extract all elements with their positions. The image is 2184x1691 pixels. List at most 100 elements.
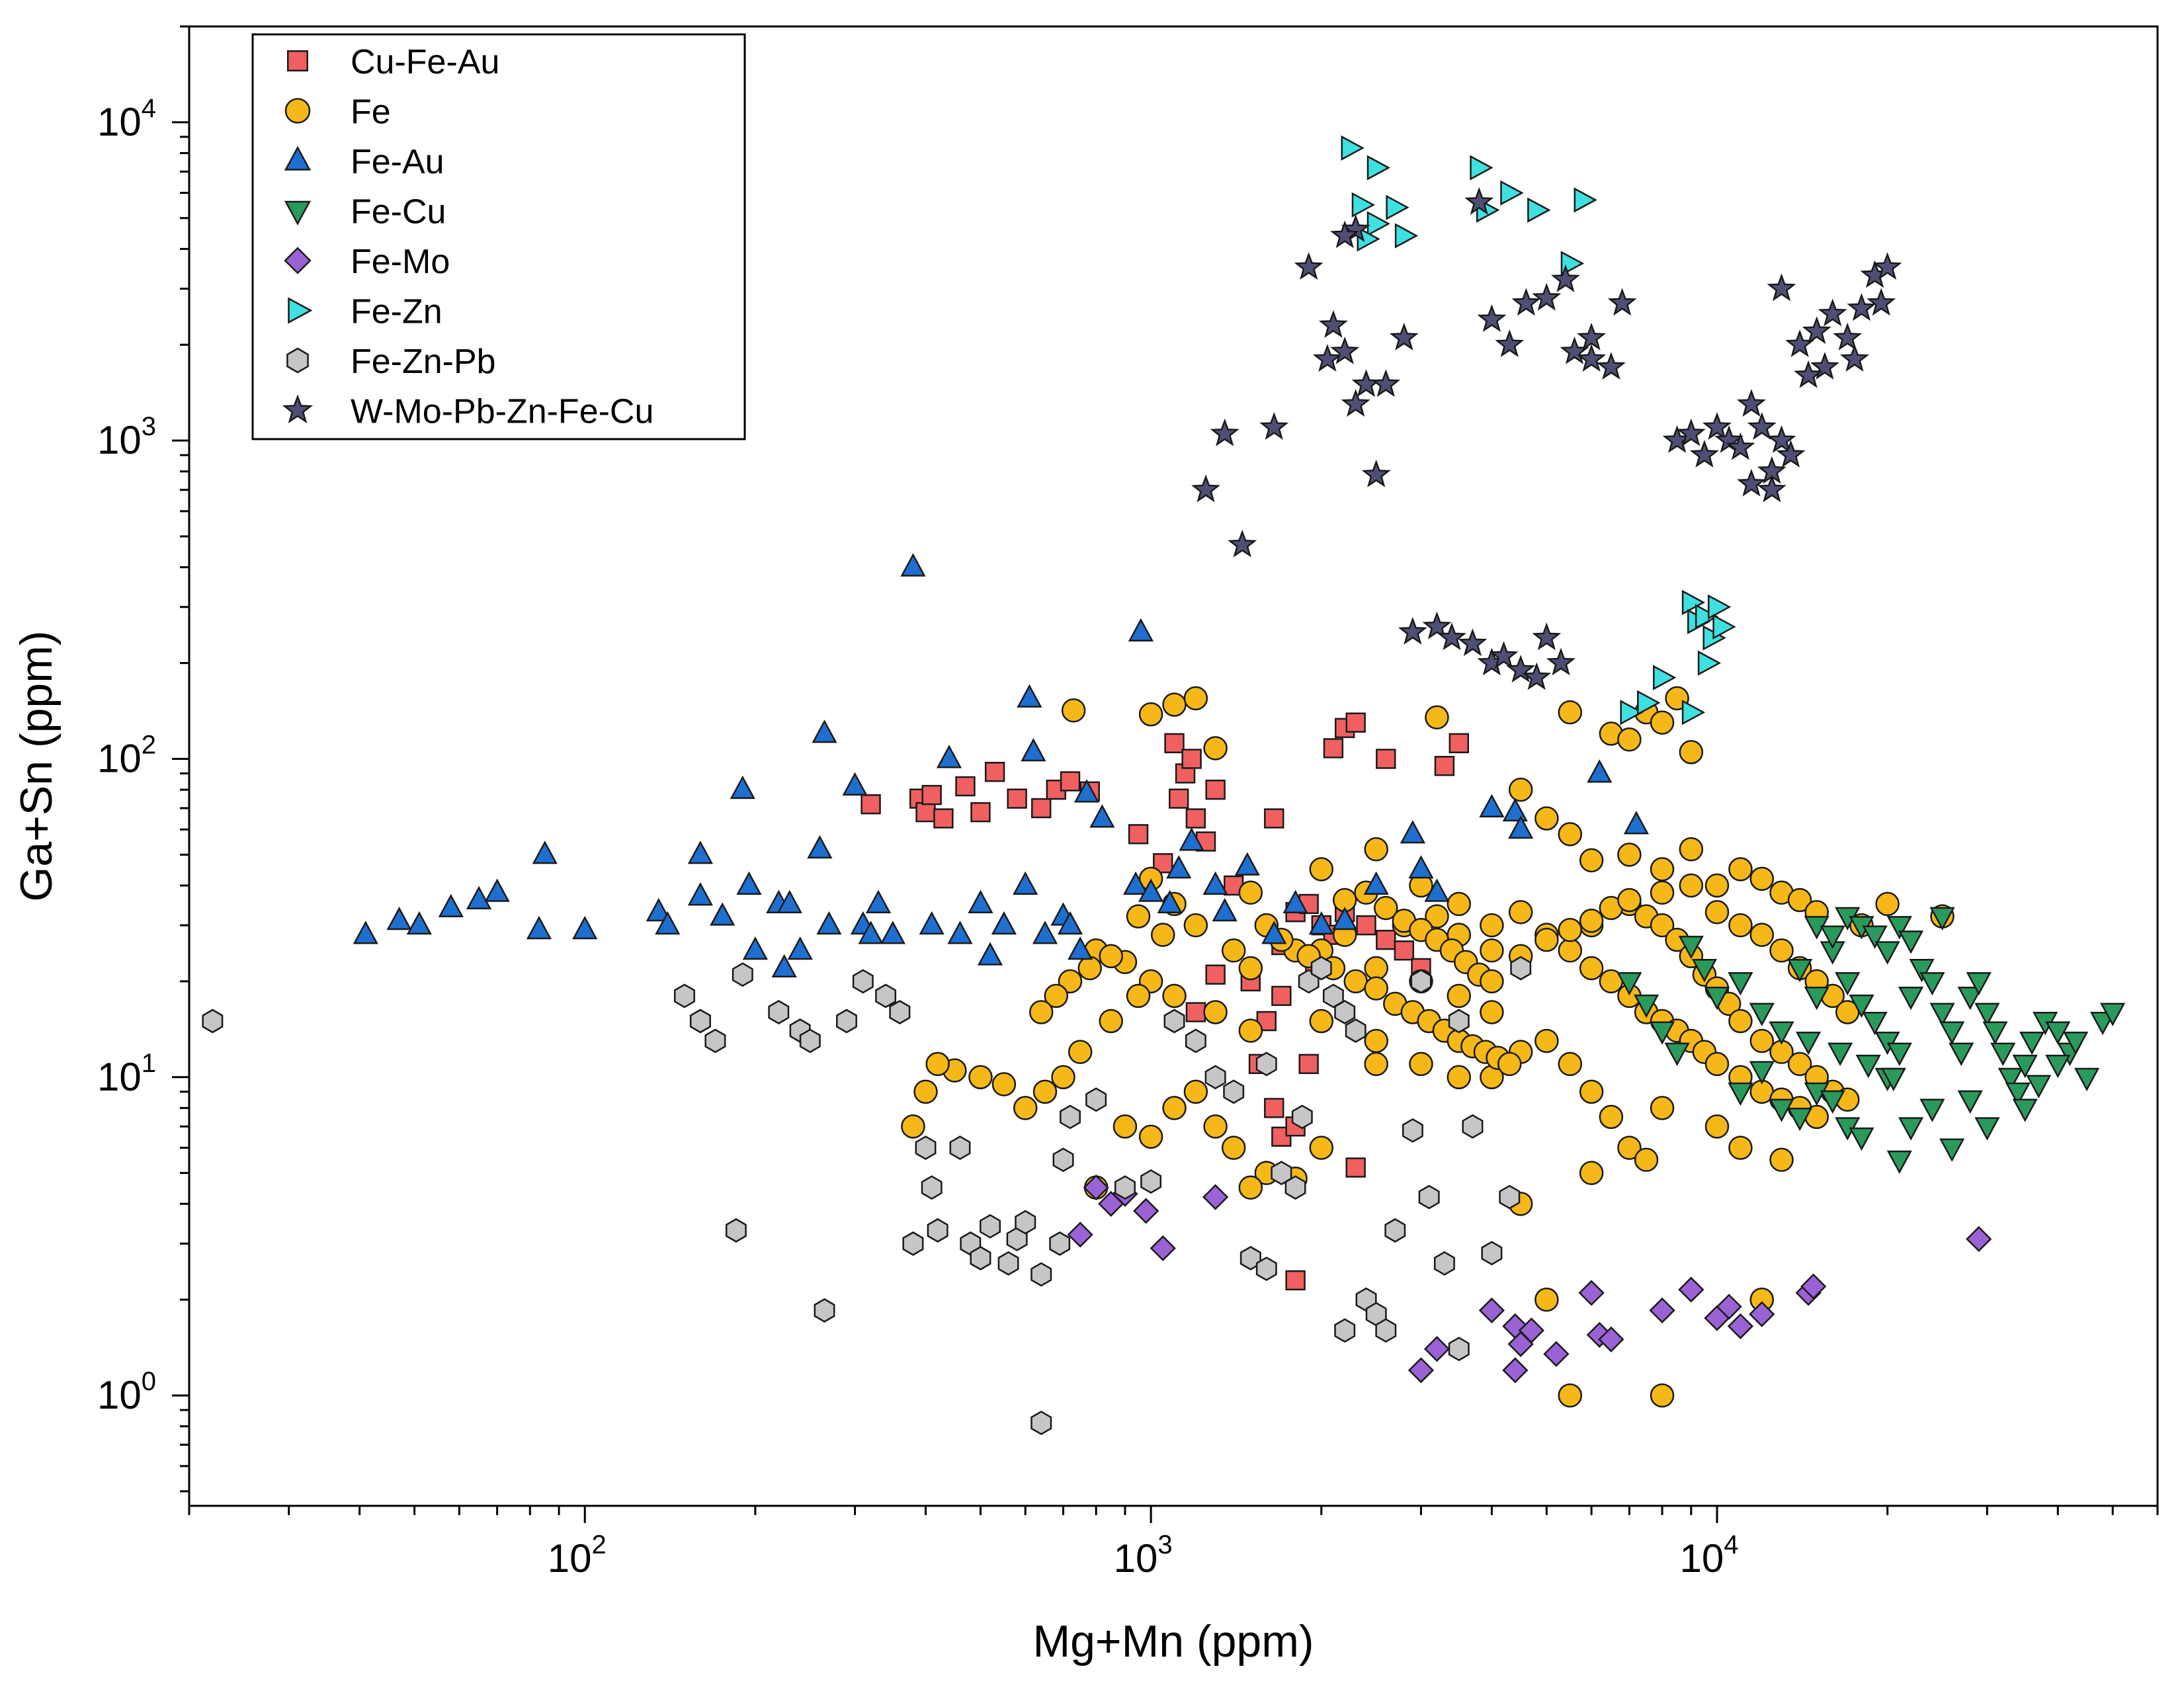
data-point: [1433, 1251, 1455, 1276]
y-tick-label-base: 10: [97, 1055, 142, 1099]
data-point: [1704, 1052, 1730, 1077]
data-point: [736, 871, 762, 895]
data-point: [1650, 1383, 1675, 1408]
data-point: [1558, 1052, 1583, 1077]
data-point: [572, 915, 598, 940]
data-point: [1386, 194, 1409, 220]
y-tick-label-exponent: 1: [142, 1049, 156, 1078]
data-point: [1957, 1090, 1983, 1114]
data-point: [814, 1298, 835, 1323]
data-point: [466, 886, 492, 910]
data-point: [1558, 700, 1583, 725]
data-point: [1695, 604, 1719, 630]
data-point: [1067, 1221, 1093, 1248]
data-point: [1714, 425, 1744, 453]
data-point: [1061, 698, 1086, 723]
legend-box: [251, 33, 746, 440]
data-point: [1030, 1262, 1052, 1287]
data-point: [1073, 779, 1100, 803]
data-point: [1169, 788, 1189, 809]
data-point: [1480, 913, 1504, 938]
data-point: [1929, 907, 1955, 931]
data-point: [984, 762, 1005, 782]
data-point: [1434, 756, 1455, 776]
data-point: [1345, 712, 1366, 733]
data-point: [949, 1135, 971, 1161]
data-point: [1228, 529, 1257, 557]
data-point: [1997, 1067, 2023, 1092]
data-point: [1205, 779, 1226, 800]
data-point: [812, 720, 837, 743]
data-point: [1872, 252, 1902, 280]
data-point: [1422, 611, 1452, 639]
data-point: [2005, 1082, 2031, 1106]
data-point: [1423, 1336, 1450, 1362]
data-point: [900, 553, 926, 577]
x-tick-label: 104: [1679, 1530, 1738, 1581]
data-point: [732, 962, 753, 987]
data-point: [880, 921, 905, 944]
data-point: [2074, 1067, 2100, 1092]
y-tick-label-base: 10: [97, 100, 142, 144]
data-point: [1827, 1042, 1853, 1067]
legend-label: W-Mo-Pb-Zn-Fe-Cu: [351, 393, 653, 431]
data-point: [1183, 1079, 1208, 1104]
data-point: [1334, 1000, 1356, 1024]
data-point: [1898, 1117, 1924, 1141]
data-point: [1867, 288, 1896, 316]
legend: Cu-Fe-Au Fe Fe-Au Fe-Cu Fe-Mo Fe-Zn Fe-Zn-Pb W-…: [251, 33, 746, 440]
data-point: [1013, 871, 1038, 895]
data-point: [1462, 1114, 1484, 1139]
data-point: [1957, 986, 1983, 1010]
series-fe-cu: [1617, 907, 2126, 1175]
data-point: [1212, 897, 1238, 922]
data-point: [1191, 474, 1221, 503]
data-point: [202, 1009, 224, 1034]
data-point: [1203, 1000, 1228, 1024]
data-point: [955, 776, 976, 797]
data-point: [1577, 323, 1607, 351]
data-point: [1384, 1218, 1406, 1243]
data-point: [1113, 1114, 1138, 1139]
data-point: [1689, 440, 1719, 468]
data-point: [1939, 1021, 1965, 1045]
data-point: [1424, 878, 1450, 902]
y-tick-label-base: 10: [97, 418, 142, 462]
data-point: [1179, 827, 1204, 851]
data-point: [1534, 1287, 1559, 1312]
data-point: [1032, 1079, 1058, 1104]
data-point: [1210, 418, 1239, 446]
data-point: [1949, 1042, 1974, 1067]
data-point: [1479, 794, 1505, 818]
x-tick-label-exponent: 3: [1157, 1530, 1172, 1559]
data-point: [1681, 589, 1706, 616]
data-point: [2045, 1054, 2071, 1079]
x-tick-label-base: 10: [1114, 1536, 1158, 1581]
data-point: [1579, 909, 1604, 933]
data-point: [1410, 969, 1432, 994]
data-point: [768, 1000, 790, 1024]
data-point: [1728, 1009, 1753, 1034]
data-point: [1334, 1318, 1356, 1343]
data-point: [1749, 1028, 1775, 1053]
data-point: [2026, 1075, 2052, 1098]
data-point: [1749, 923, 1775, 947]
data-point: [1678, 1276, 1704, 1303]
data-point: [1702, 412, 1732, 440]
data-point: [1508, 777, 1533, 802]
data-point: [1769, 1147, 1794, 1173]
legend-label: Fe-Zn: [351, 293, 442, 331]
data-point: [1007, 788, 1027, 809]
data-point: [484, 878, 510, 902]
legend-label: Fe-Mo: [351, 243, 450, 281]
data-point: [925, 1052, 950, 1077]
data-point: [970, 1246, 991, 1270]
data-point: [1634, 994, 1659, 1018]
series-fe-au: [353, 553, 1649, 977]
data-point: [1776, 440, 1806, 468]
data-point: [1044, 983, 1069, 1009]
data-point: [1500, 180, 1524, 206]
data-point: [1820, 925, 1845, 949]
y-tick-label-base: 10: [97, 1373, 142, 1417]
data-point: [1202, 871, 1228, 895]
